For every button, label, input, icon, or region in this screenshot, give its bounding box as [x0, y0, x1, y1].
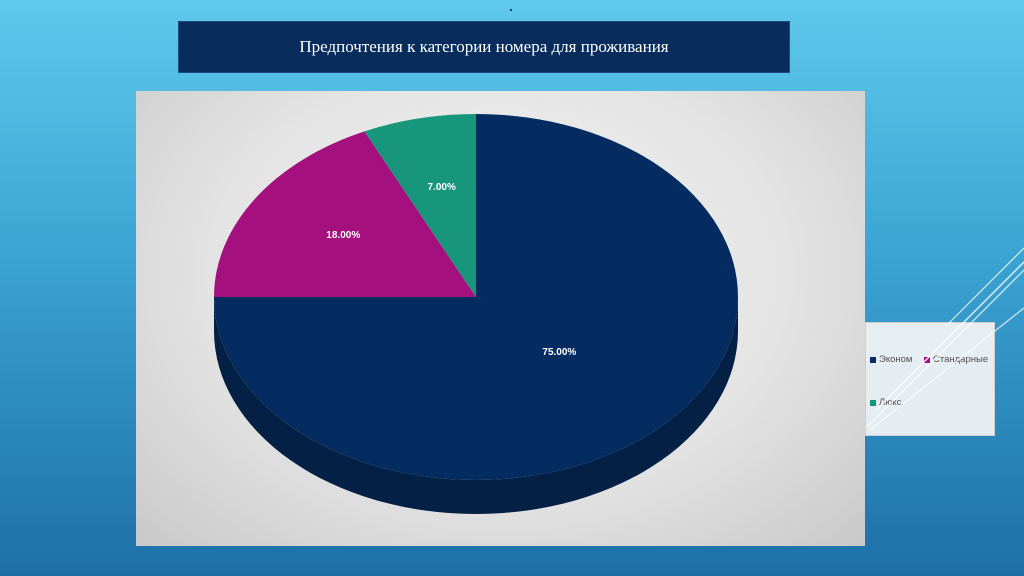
- legend-swatch-lux: [870, 399, 876, 406]
- pie-side-band: [214, 297, 738, 514]
- slide-title-bar: Предпочтения к категории номера для прож…: [178, 21, 790, 73]
- legend-label-econom: Эконом: [879, 354, 913, 365]
- decorative-lines: [865, 247, 1024, 431]
- pie-chart: 75.00% 18.00% 7.00%: [214, 114, 738, 514]
- slide-title: Предпочтения к категории номера для прож…: [299, 37, 669, 56]
- chart-area: 75.00% 18.00% 7.00% Эконом Стандарные Люкс: [136, 91, 995, 546]
- pie-3d-side: [214, 297, 738, 514]
- legend-label-lux: Люкс: [879, 397, 902, 408]
- label-lux: 7.00%: [428, 182, 456, 193]
- legend-label-standard: Стандарные: [933, 354, 989, 365]
- legend-swatch-econom: [870, 356, 876, 363]
- legend-item-lux: Люкс: [870, 397, 901, 408]
- decorative-dot: [510, 9, 512, 11]
- label-econom: 75.00%: [542, 347, 576, 358]
- slice-lux: [364, 114, 476, 297]
- label-standard: 18.00%: [326, 230, 360, 241]
- legend-item-econom: Эконом: [870, 354, 912, 365]
- slice-standard: [214, 131, 476, 297]
